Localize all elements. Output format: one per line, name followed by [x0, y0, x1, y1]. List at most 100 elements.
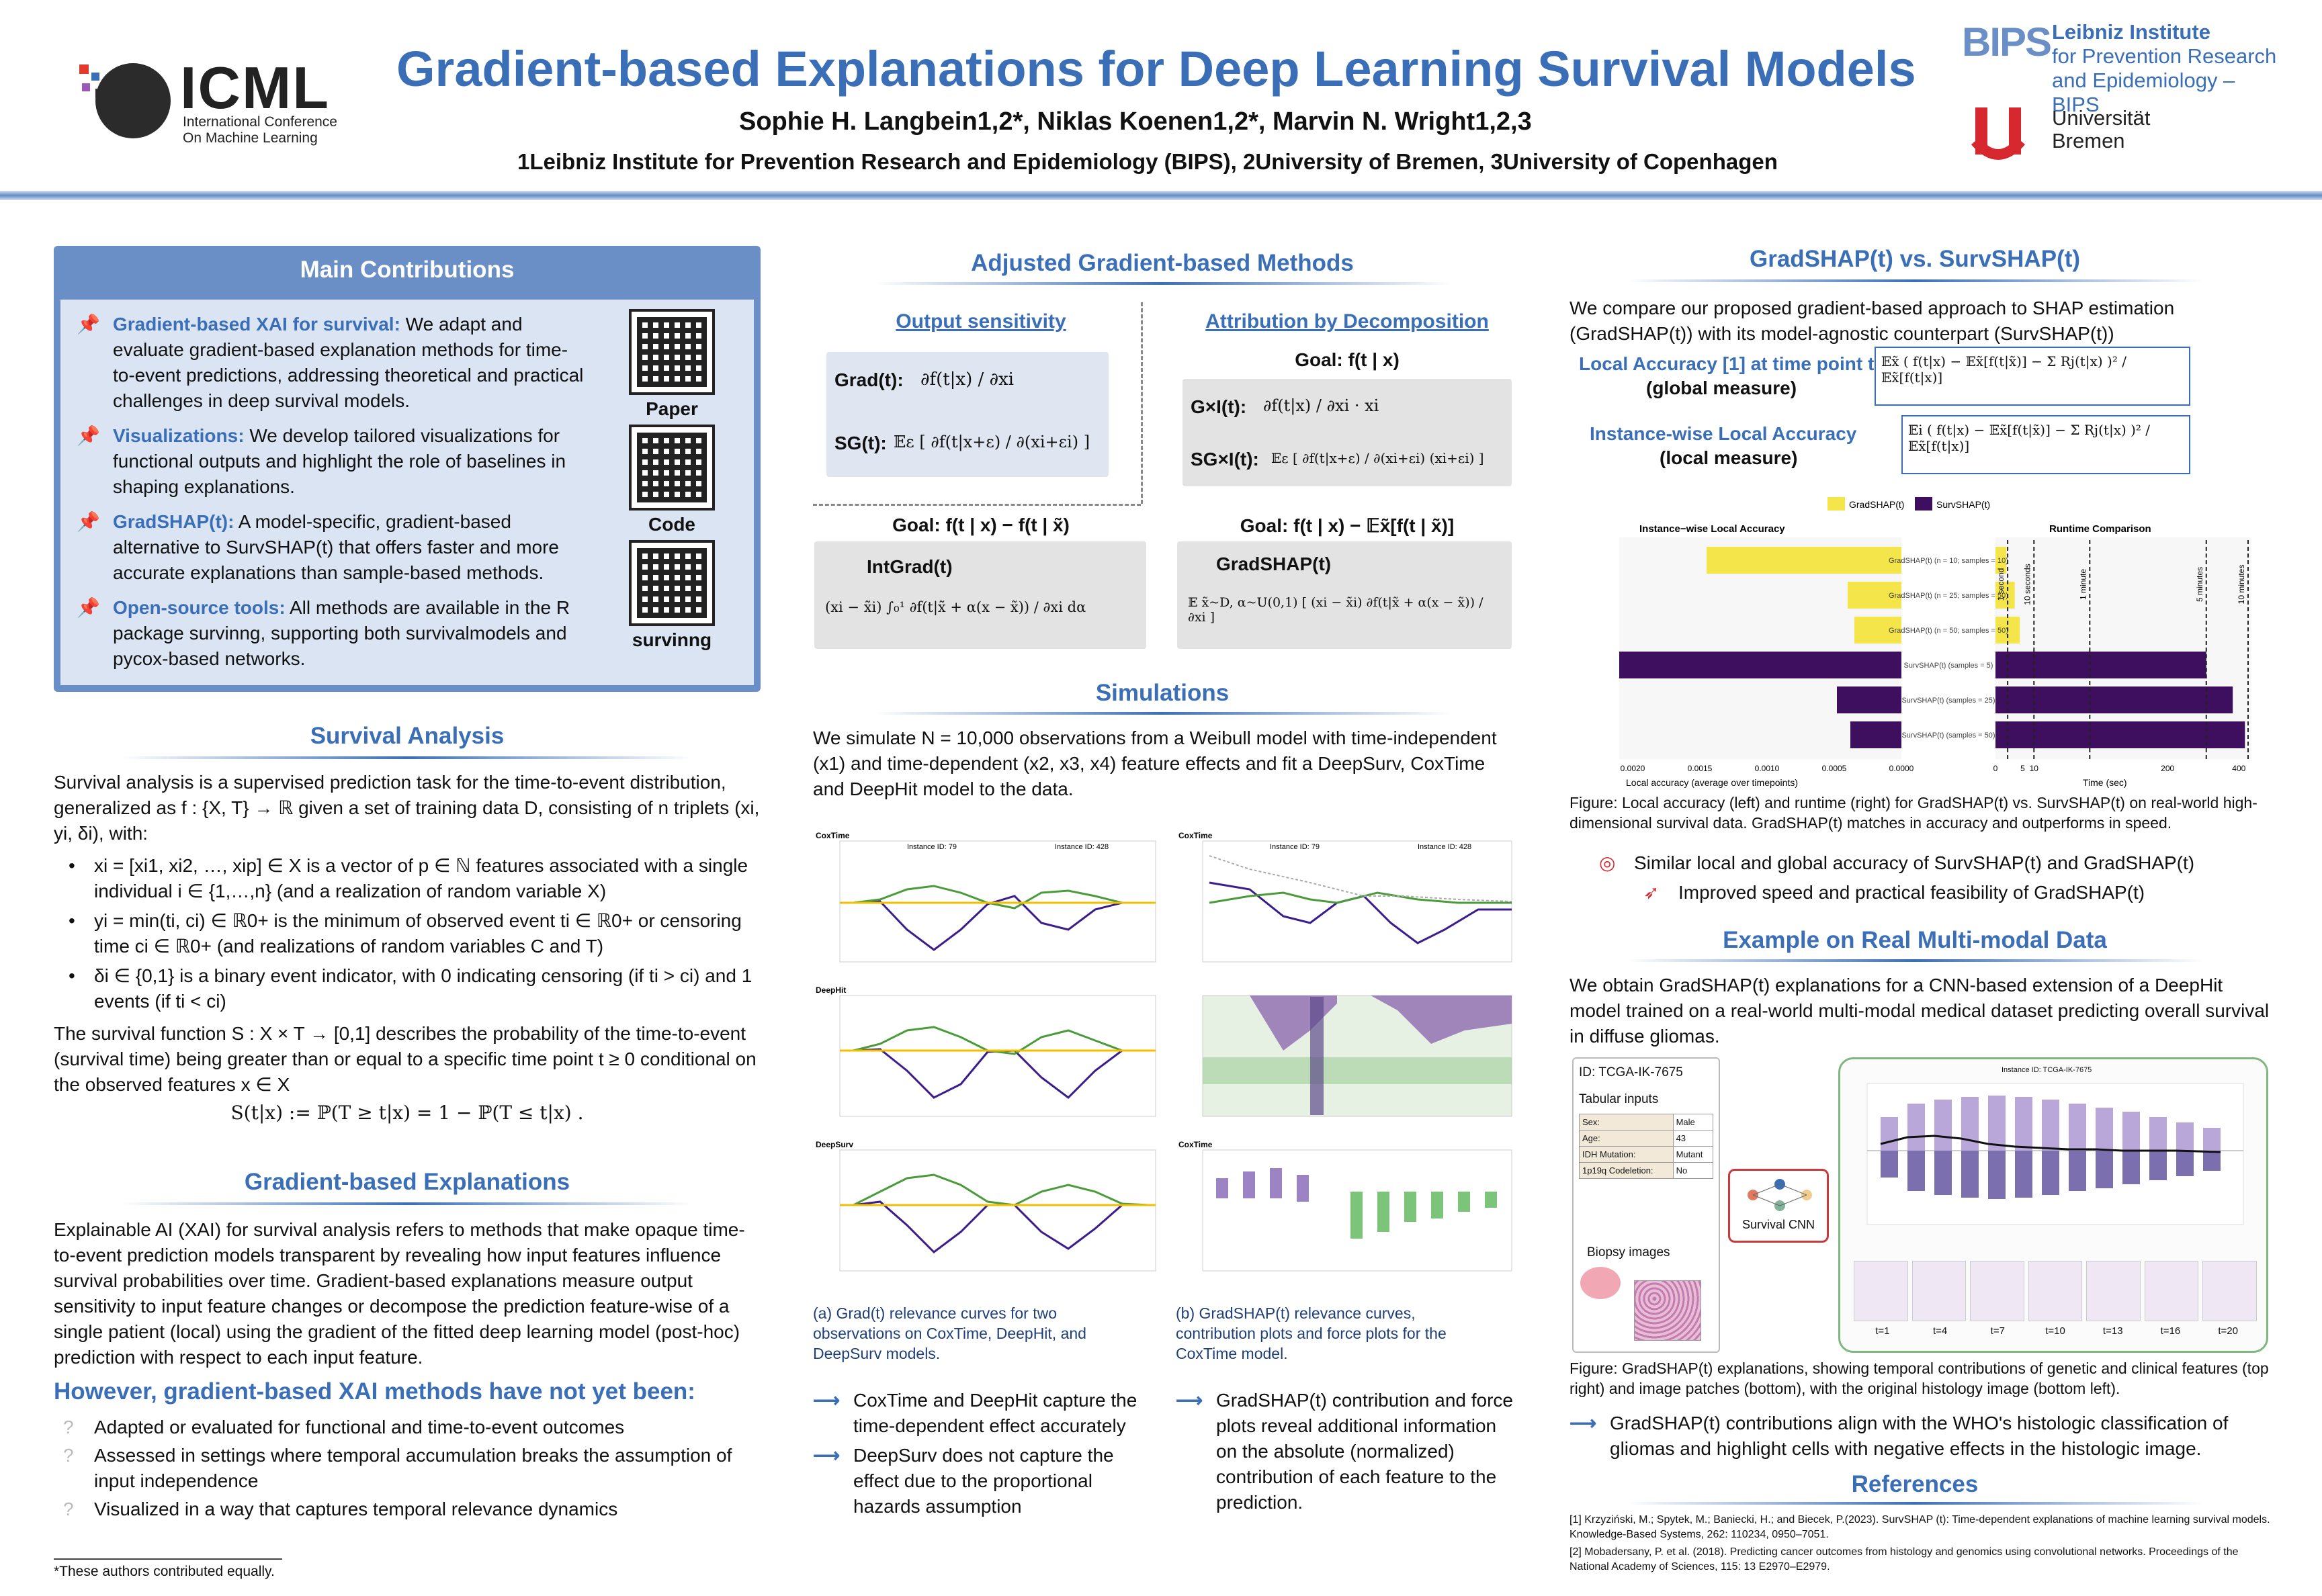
image-patch [1970, 1261, 2024, 1321]
gradient-title: Gradient-based Explanations [244, 1169, 570, 1195]
target-icon: ◎ [1599, 852, 1616, 873]
category-label: GradSHAP(t) (n = 25; samples = 50) [1889, 592, 2008, 600]
gvs-result-1: ◎ Similar local and global accuracy of Su… [1599, 850, 2271, 876]
time-label: t=1 [1875, 1325, 1890, 1337]
contribution-item: 📌 Visualizations: We develop tailored vi… [71, 423, 589, 500]
sim-conclusions-left: ⟶ CoxTime and DeepHit capture the time-de… [813, 1388, 1156, 1519]
la-formula: 𝔼x̃ ( f(t|x) − 𝔼x̃[f(t|x̃)] − Σ Rj(t|x) … [1875, 347, 2190, 406]
multimodal-rule [1626, 959, 2204, 962]
accuracy-bar [1707, 547, 1901, 574]
left-chart-title: Instance−wise Local Accuracy [1639, 523, 1785, 535]
adjusted-dashed-hline [813, 504, 1141, 506]
gxi-label: G×I(t): [1191, 396, 1247, 417]
reference-label: 10 minutes [2237, 565, 2246, 605]
x-tick-label: 200 [2161, 764, 2174, 773]
category-label: GradSHAP(t) (n = 10; samples = 10) [1889, 557, 2008, 565]
multimodal-p1: We obtain GradSHAP(t) explanations for a… [1570, 975, 2270, 1047]
patient-id: ID: TCGA-IK-7675 [1579, 1065, 1683, 1079]
table-row: IDH Mutation: Mutant [1579, 1146, 1714, 1163]
sgxi-label: SG×I(t): [1191, 449, 1259, 470]
survival-bullet: • yi = min(ti, ci) ∈ ℝ0+ is the minimum o… [54, 908, 761, 959]
multimodal-conclusion: ⟶ GradSHAP(t) contributions align with th… [1570, 1411, 2275, 1462]
header-divider [0, 191, 2322, 200]
contribution-head: Visualizations: [113, 425, 245, 446]
category-label: GradSHAP(t) (n = 50; samples = 50) [1889, 627, 2008, 635]
accuracy-bar [1837, 686, 1901, 713]
legend-label-grad: GradSHAP(t) [1849, 499, 1904, 510]
reference-label: 1 second [1996, 568, 2006, 601]
table-row: Sex: Male [1579, 1114, 1714, 1130]
x-tick-label: 0 [1993, 764, 1998, 773]
simulations-rule [873, 712, 1451, 715]
contributions-body: 📌 Gradient-based XAI for survival: We ad… [60, 300, 754, 685]
gxi-formula: ∂f(t|x) / ∂xi · xi [1263, 396, 1379, 415]
ub-text2: Bremen [2052, 129, 2125, 152]
sim-plot-deepsurv: DeepSurv [816, 1140, 1156, 1272]
qr-code-code[interactable] [629, 425, 715, 511]
ad-title: Attribution by Decomposition [1205, 310, 1489, 332]
sim-c2: DeepSurv does not capture the effect due… [853, 1445, 1114, 1517]
sim-conclusion: ⟶ GradSHAP(t) contribution and force plot… [1176, 1388, 1518, 1515]
adjusted-dashed-divider [1141, 302, 1143, 504]
contribution-head: Open-source tools: [113, 597, 286, 618]
contribution-body: We adapt and evaluate gradient-based exp… [113, 314, 584, 411]
references-rule [1626, 1502, 2204, 1505]
grad-relevance-plots: CoxTime DeepHit DeepSurv Instance ID: 79… [816, 831, 1156, 1272]
sim-c1: CoxTime and DeepHit capture the time-dep… [853, 1390, 1137, 1436]
intgrad-formula: (xi − x̃i) ∫₀¹ ∂f(t|x̃ + α(x − x̃)) / ∂x… [825, 599, 1086, 615]
qr-code-survinng[interactable] [629, 540, 715, 626]
contribution-head: Gradient-based XAI for survival: [113, 314, 400, 335]
qr-code-paper[interactable] [629, 309, 715, 395]
x-tick-label: 10 [2030, 764, 2039, 773]
grad-label: Grad(t): [834, 369, 904, 390]
reference-label: 10 seconds [2022, 564, 2032, 605]
bips-logo: BIPS Leibniz Institute for Prevention Re… [1962, 19, 2284, 116]
runtime-bar [1995, 721, 2245, 748]
time-labels: t=1 t=4 t=7 t=10 t=13 t=16 t=20 [1854, 1325, 2257, 1337]
icml-logo: ICML International Conference On Machine… [73, 52, 355, 146]
gradient-rule [121, 1202, 693, 1205]
table-cell: Mutant [1672, 1146, 1714, 1163]
survival-b3: δi ∈ {0,1} is a binary event indicator, … [94, 965, 752, 1012]
references-title: References [1851, 1471, 1979, 1497]
rocket-icon: ➶ [1643, 882, 1660, 903]
sim-panel-a: CoxTime DeepHit DeepSurv Instance ID: 79… [813, 829, 1162, 1299]
sg-formula: 𝔼ε [ ∂f(t|x+ε) / ∂(xi+εi) ] [894, 433, 1090, 451]
survival-title: Survival Analysis [310, 723, 505, 749]
image-patch [2086, 1261, 2141, 1321]
gvs-bar-charts: GradSHAP(t) SurvSHAP(t) Instance−wise Lo… [1619, 497, 2251, 788]
x-tick-label: 0.0000 [1889, 764, 1914, 773]
icml-logo-sub2: On Machine Learning [183, 130, 318, 146]
gvs-r2: Improved speed and practical feasibility… [1678, 882, 2145, 903]
reference-label: 5 minutes [2195, 567, 2204, 602]
bremen-key-icon [1971, 107, 2026, 160]
table-cell: Male [1672, 1114, 1714, 1130]
force-plot [1866, 1083, 2244, 1225]
survival-eq: S(t|x) := ℙ(T ≥ t|x) = 1 − ℙ(T ≤ t|x) . [230, 1102, 584, 1124]
contribution-item: 📌 Open-source tools: All methods are ava… [71, 595, 589, 672]
image-patch [1854, 1261, 1908, 1321]
runtime-bar [1995, 686, 2233, 713]
time-label: t=4 [1932, 1325, 1948, 1337]
ub-text1: Universität [2052, 106, 2151, 130]
category-label: SurvSHAP(t) (samples = 25) [1901, 697, 1995, 705]
multimodal-figure: ID: TCGA-IK-7675 Tabular inputs Sex: Male… [1572, 1057, 2271, 1353]
qr-label-code: Code [648, 514, 695, 535]
contributions-title: Main Contributions [300, 257, 515, 283]
gradshap-box: GradSHAP(t) 𝔼 x̃~D, α~U(0,1) [ (xi − x̃i… [1177, 541, 1512, 649]
bullet-dot: • [69, 965, 75, 986]
x-tick-label: 0.0005 [1822, 764, 1847, 773]
intgrad-label: IntGrad(t) [867, 556, 953, 577]
question-icon: ? [63, 1417, 74, 1437]
la-label: Local Accuracy [1] at time point t [1579, 353, 1875, 374]
sim-plot-title: DeepHit [816, 985, 846, 995]
arrow-icon: ⟶ [1176, 1390, 1203, 1411]
bips-logo-mark: BIPS [1962, 19, 2052, 64]
table-cell: 1p19q Codeletion: [1579, 1162, 1674, 1179]
right-xlabel: Time (sec) [2083, 777, 2127, 788]
contribution-list: 📌 Gradient-based XAI for survival: We ad… [71, 312, 589, 672]
gvs-rule [1626, 279, 2204, 282]
time-label: t=7 [1990, 1325, 2005, 1337]
adjusted-title: Adjusted Gradient-based Methods [971, 250, 1354, 276]
gradient-p1: Explainable AI (XAI) for survival analys… [54, 1219, 745, 1368]
